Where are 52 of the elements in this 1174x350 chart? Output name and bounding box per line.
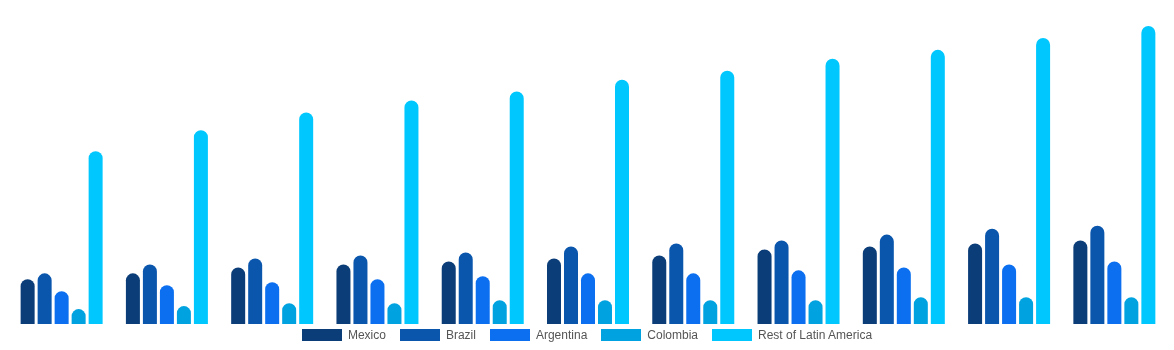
bar — [1090, 225, 1105, 324]
bar — [652, 255, 667, 324]
bar — [1124, 297, 1139, 324]
bar — [193, 130, 208, 324]
legend-label: Argentina — [534, 328, 588, 342]
bar — [20, 279, 35, 324]
bar — [404, 100, 419, 324]
bar — [1107, 261, 1122, 324]
bar — [825, 58, 840, 324]
bar — [231, 267, 246, 324]
legend-label: Rest of Latin America — [757, 328, 873, 342]
bar — [265, 282, 280, 324]
bar — [336, 264, 351, 324]
bar — [564, 246, 578, 324]
bar — [581, 273, 595, 324]
bar — [441, 261, 456, 324]
bar — [669, 243, 684, 324]
bar — [774, 240, 789, 324]
bar — [370, 279, 385, 324]
bar — [547, 258, 561, 324]
bar — [968, 243, 983, 324]
bar — [458, 252, 473, 324]
bar — [248, 258, 263, 324]
bar — [791, 270, 806, 324]
bar — [1002, 264, 1017, 324]
bar — [142, 264, 157, 324]
bar — [615, 79, 629, 324]
bar — [299, 112, 314, 324]
bar — [1019, 297, 1034, 324]
bar — [125, 273, 140, 324]
bar — [54, 291, 69, 324]
bar — [686, 273, 701, 324]
bar — [896, 267, 911, 324]
bar — [1036, 37, 1051, 324]
legend-label: Colombia — [646, 328, 699, 342]
bar — [879, 234, 894, 324]
bar — [88, 151, 103, 324]
bar — [37, 273, 52, 324]
bar — [353, 255, 368, 324]
bar — [757, 249, 772, 324]
bar — [862, 246, 877, 324]
legend-label: Brazil — [444, 328, 476, 342]
bar — [1141, 26, 1156, 324]
bar — [159, 285, 174, 324]
bar — [930, 49, 945, 324]
legend-label: Mexico — [346, 328, 386, 342]
bar — [509, 91, 524, 324]
bar — [985, 228, 1000, 324]
bar — [1073, 240, 1088, 324]
bar — [720, 70, 735, 324]
bar — [475, 276, 490, 324]
bar — [913, 297, 928, 324]
